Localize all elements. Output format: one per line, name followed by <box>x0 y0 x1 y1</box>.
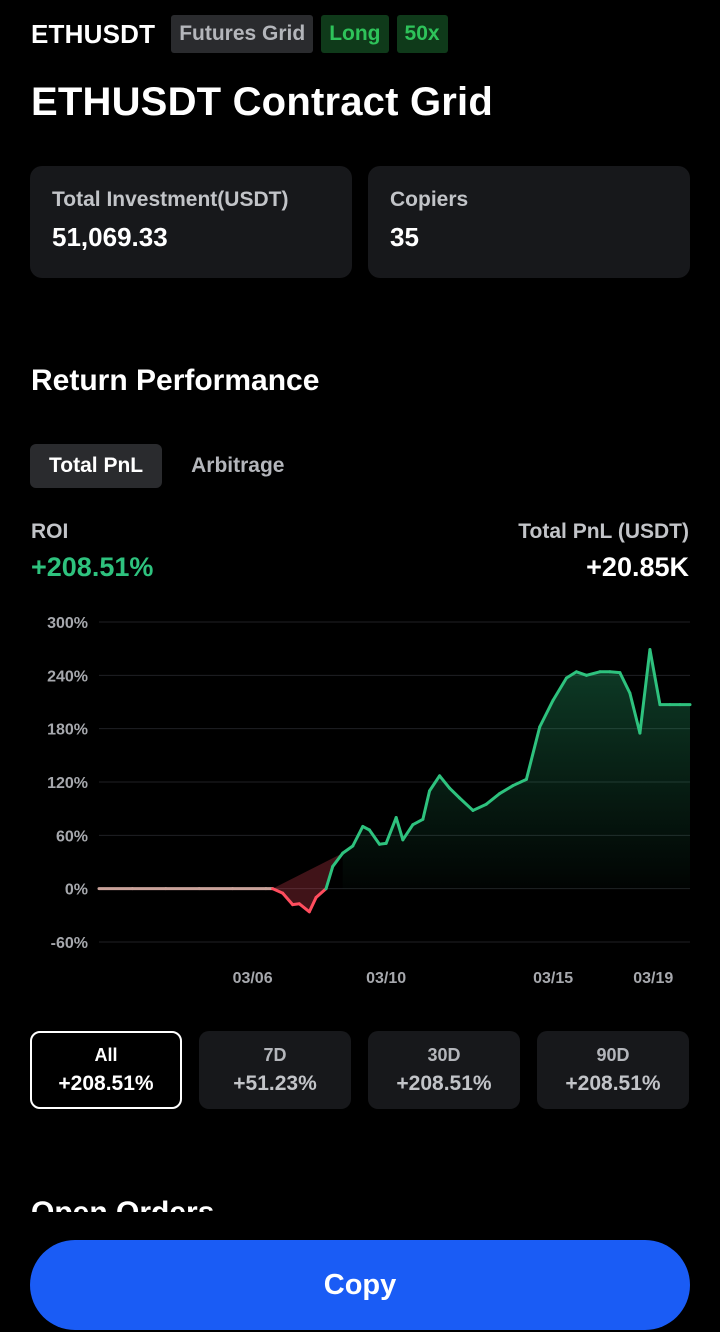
roi-line-segment <box>648 648 662 707</box>
roi-line-segment <box>484 792 502 806</box>
performance-tabs: Total PnL Arbitrage <box>30 444 303 488</box>
range-30d-value: +208.51% <box>396 1072 492 1095</box>
x-tick-label: 03/10 <box>366 970 406 987</box>
roi-line-segment <box>551 676 568 702</box>
y-tick-label: 240% <box>47 668 88 685</box>
range-90d-value: +208.51% <box>565 1072 661 1095</box>
y-tick-label: 0% <box>65 882 88 899</box>
investment-card: Total Investment(USDT) 51,069.33 <box>30 166 352 278</box>
range-all-button[interactable]: All +208.51% <box>30 1031 182 1109</box>
roi-line-segment <box>367 828 381 846</box>
roi-line-segment <box>618 671 632 695</box>
roi-line-segment <box>524 725 542 781</box>
roi-line-segment <box>421 789 432 821</box>
roi-line-segment <box>584 670 602 677</box>
roi-line-segment <box>458 796 475 812</box>
y-tick-label: 60% <box>56 828 88 845</box>
x-tick-label: 03/15 <box>533 970 573 987</box>
roi-line-segment <box>281 891 295 907</box>
roi-line-segment <box>324 864 335 891</box>
roi-line-segment <box>438 774 452 790</box>
open-orders-title: Open Orders <box>31 1196 214 1212</box>
total-pnl-value: +20.85K <box>586 552 689 582</box>
roi-line-segment <box>428 774 442 793</box>
direction-tag: Long <box>321 15 389 53</box>
roi-area <box>342 649 690 889</box>
range-30d-label: 30D <box>427 1045 461 1065</box>
roi-line-segment <box>307 896 318 914</box>
roi-line-segment <box>628 691 642 735</box>
investment-label: Total Investment(USDT) <box>52 188 289 211</box>
range-90d-label: 90D <box>596 1045 630 1065</box>
roi-line-segment <box>351 824 365 848</box>
roi-line-segment <box>411 817 425 827</box>
roi-line-segment <box>314 887 328 900</box>
strategy-type-tag: Futures Grid <box>171 15 314 53</box>
roi-line-segment <box>297 902 311 914</box>
range-all-value: +208.51% <box>58 1072 154 1095</box>
copiers-label: Copiers <box>390 188 469 211</box>
investment-value: 51,069.33 <box>52 222 168 252</box>
roi-line-segment <box>384 816 398 845</box>
pair-symbol: ETHUSDT <box>31 18 156 49</box>
roi-line-segment <box>471 802 488 812</box>
range-7d-value: +51.23% <box>233 1072 317 1095</box>
roi-line-segment <box>574 670 588 677</box>
y-tick-label: 180% <box>47 722 88 739</box>
roi-line-segment <box>448 786 462 800</box>
roi-line-segment <box>608 670 622 675</box>
tab-arbitrage[interactable]: Arbitrage <box>191 454 285 477</box>
roi-line-segment <box>271 887 285 895</box>
roi-line-segment <box>538 698 555 729</box>
roi-line-segment <box>511 777 528 788</box>
y-tick-label: 300% <box>47 615 88 632</box>
roi-line-segment <box>331 851 345 868</box>
copy-button[interactable]: Copy <box>30 1240 690 1330</box>
range-7d-label: 7D <box>263 1045 287 1065</box>
return-performance-title: Return Performance <box>31 364 320 397</box>
roi-line-segment <box>394 816 405 842</box>
roi-line-segment <box>498 784 515 796</box>
tab-total-pnl[interactable]: Total PnL <box>30 444 163 488</box>
range-7d-button[interactable]: 7D +51.23% <box>199 1031 351 1109</box>
roi-line-segment <box>564 670 578 680</box>
open-orders-section: Open Orders <box>31 1196 214 1212</box>
page-title: ETHUSDT Contract Grid <box>31 80 493 124</box>
roi-negative-area <box>272 853 343 912</box>
x-tick-label: 03/19 <box>633 970 673 987</box>
header-row: ETHUSDT Futures Grid Long 50x <box>31 14 448 54</box>
roi-line-segment <box>401 823 415 842</box>
range-30d-button[interactable]: 30D +208.51% <box>368 1031 520 1109</box>
roi-line-segment <box>638 648 652 735</box>
copiers-card: Copiers 35 <box>368 166 690 278</box>
x-tick-label: 03/06 <box>233 970 273 987</box>
roi-label: ROI <box>31 520 69 543</box>
y-tick-label: -60% <box>51 935 88 952</box>
leverage-tag: 50x <box>396 15 448 53</box>
roi-line-segment <box>341 844 355 855</box>
y-tick-label: 120% <box>47 775 88 792</box>
total-pnl-label: Total PnL (USDT) <box>518 520 689 543</box>
roi-value: +208.51% <box>31 552 154 582</box>
copiers-value: 35 <box>390 222 419 252</box>
range-all-label: All <box>94 1045 118 1065</box>
roi-chart: 300% 240% 180% 120% 60% 0% -60% 03/06 03/10 03/1… <box>47 615 692 987</box>
range-90d-button[interactable]: 90D +208.51% <box>537 1031 689 1109</box>
